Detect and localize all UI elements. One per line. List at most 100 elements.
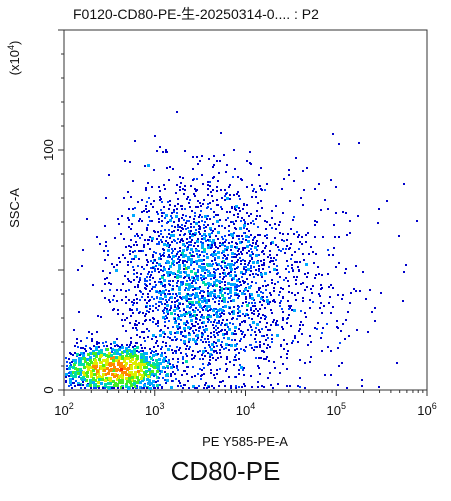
event-point bbox=[118, 375, 121, 378]
event-point bbox=[170, 373, 172, 375]
event-point bbox=[87, 353, 90, 356]
event-point bbox=[246, 309, 248, 311]
event-point bbox=[205, 341, 207, 343]
event-point bbox=[152, 362, 155, 365]
event-point bbox=[163, 312, 165, 314]
event-point bbox=[164, 379, 166, 381]
event-point bbox=[151, 220, 153, 222]
event-point bbox=[197, 200, 199, 202]
event-point bbox=[180, 230, 182, 232]
event-point bbox=[174, 301, 176, 303]
event-point bbox=[96, 376, 99, 379]
event-point bbox=[171, 301, 173, 303]
event-point bbox=[321, 350, 323, 352]
event-point bbox=[244, 263, 246, 265]
event-point bbox=[198, 221, 200, 223]
event-point bbox=[284, 252, 286, 254]
event-point bbox=[94, 383, 97, 386]
event-point bbox=[214, 228, 216, 230]
event-point bbox=[221, 236, 223, 238]
event-point bbox=[160, 239, 162, 241]
event-point bbox=[152, 384, 155, 387]
event-point bbox=[273, 287, 275, 289]
event-point bbox=[267, 344, 269, 346]
event-point bbox=[286, 368, 288, 370]
event-point bbox=[255, 357, 257, 359]
event-point bbox=[172, 285, 174, 287]
event-point bbox=[267, 337, 269, 339]
event-point bbox=[170, 307, 172, 309]
event-point bbox=[149, 290, 151, 292]
event-point bbox=[116, 374, 119, 377]
event-point bbox=[261, 335, 263, 337]
event-point bbox=[243, 219, 245, 221]
event-point bbox=[93, 373, 96, 376]
event-point bbox=[178, 292, 181, 295]
event-point bbox=[107, 355, 110, 358]
event-point bbox=[115, 356, 118, 359]
event-point bbox=[276, 320, 278, 322]
event-point bbox=[193, 245, 195, 247]
event-point bbox=[225, 193, 227, 195]
event-point bbox=[233, 306, 235, 308]
event-point bbox=[255, 269, 257, 271]
event-point bbox=[201, 155, 203, 157]
x-tick-label: 105 bbox=[327, 401, 346, 418]
event-point bbox=[204, 221, 206, 223]
event-point bbox=[260, 297, 263, 300]
event-point bbox=[195, 329, 197, 331]
event-point bbox=[140, 353, 143, 356]
event-point bbox=[177, 270, 180, 273]
event-point bbox=[229, 288, 232, 291]
event-point bbox=[188, 333, 191, 336]
event-point bbox=[177, 280, 179, 282]
event-point bbox=[238, 386, 240, 388]
event-point bbox=[149, 220, 151, 222]
event-point bbox=[165, 315, 167, 317]
event-point bbox=[188, 202, 190, 204]
event-point bbox=[204, 283, 207, 286]
event-point bbox=[271, 241, 274, 244]
event-point bbox=[209, 315, 212, 318]
event-point bbox=[206, 218, 208, 220]
event-point bbox=[220, 381, 222, 383]
event-point bbox=[221, 312, 223, 314]
event-point bbox=[150, 203, 152, 205]
event-point bbox=[265, 285, 267, 287]
event-point bbox=[192, 309, 194, 311]
event-point bbox=[166, 308, 168, 310]
event-point bbox=[218, 303, 220, 305]
event-point bbox=[264, 318, 266, 320]
event-point bbox=[244, 315, 246, 317]
event-point bbox=[216, 220, 219, 223]
event-point bbox=[155, 350, 157, 352]
event-point bbox=[295, 279, 297, 281]
event-point bbox=[124, 275, 126, 277]
event-point bbox=[188, 241, 190, 243]
event-point bbox=[243, 232, 245, 234]
event-point bbox=[129, 250, 131, 252]
event-point bbox=[179, 327, 181, 329]
event-point bbox=[208, 305, 211, 308]
event-point bbox=[179, 250, 181, 252]
event-point bbox=[74, 361, 77, 364]
event-point bbox=[109, 289, 111, 291]
event-point bbox=[160, 265, 162, 267]
event-point bbox=[208, 263, 211, 266]
event-point bbox=[98, 358, 101, 361]
event-point bbox=[310, 356, 312, 358]
event-point bbox=[176, 325, 179, 328]
event-point bbox=[152, 267, 154, 269]
event-point bbox=[232, 237, 234, 239]
event-point bbox=[262, 314, 264, 316]
event-point bbox=[296, 276, 298, 278]
event-point bbox=[213, 327, 215, 329]
event-point bbox=[190, 327, 192, 329]
event-point bbox=[182, 214, 184, 216]
event-point bbox=[218, 331, 220, 333]
event-point bbox=[344, 272, 346, 274]
event-point bbox=[236, 243, 238, 245]
event-point bbox=[236, 286, 238, 288]
event-point bbox=[328, 286, 330, 288]
